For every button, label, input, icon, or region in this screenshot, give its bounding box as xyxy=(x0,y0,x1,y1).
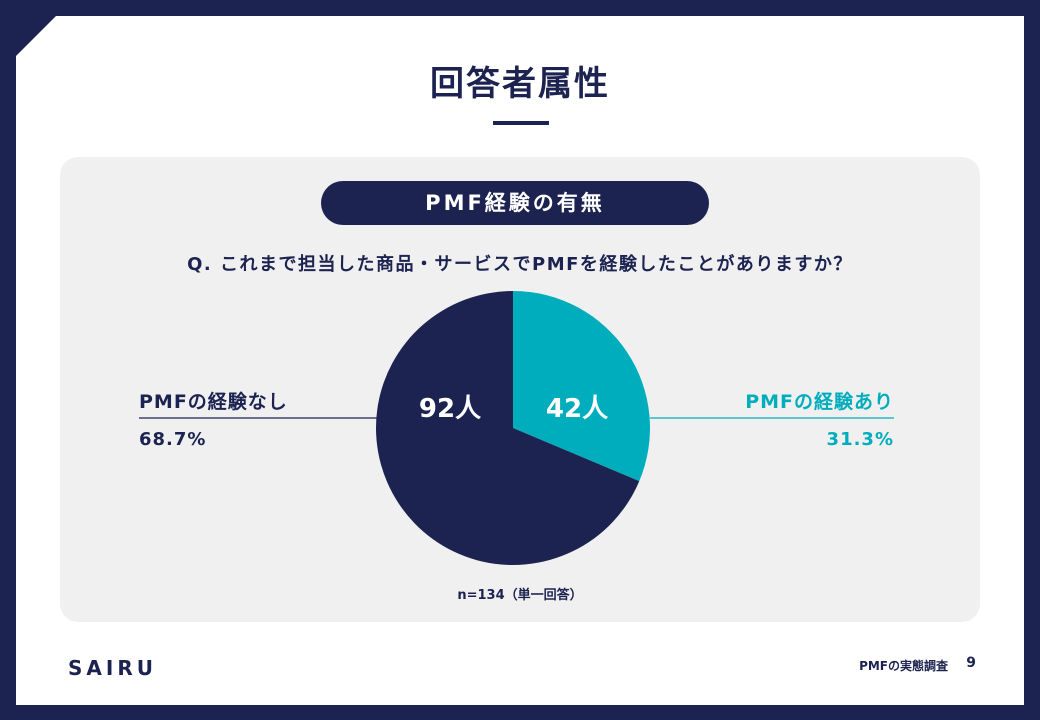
data-label-experience: 42人 xyxy=(546,394,608,424)
page-number: 9 xyxy=(966,655,976,671)
pie-slice-no-experience xyxy=(376,291,640,565)
chart-panel: PMF経験の有無 Q. これまで担当した商品・サービスでPMFを経験したことがあ… xyxy=(60,157,980,622)
page-title: 回答者属性 xyxy=(430,64,610,104)
sample-size-note: n=134（単一回答） xyxy=(457,588,583,603)
survey-question: Q. これまで担当した商品・サービスでPMFを経験したことがありますか？ xyxy=(187,254,853,275)
legend-label-no-experience: PMFの経験なし xyxy=(139,391,288,413)
title-underline xyxy=(493,121,549,125)
footer-doc-title: PMFの実態調査 xyxy=(859,659,948,673)
section-label: PMF経験の有無 xyxy=(321,181,709,225)
percent-label-experience: 31.3% xyxy=(826,429,894,450)
percent-label-no-experience: 68.7% xyxy=(139,429,207,450)
data-label-no-experience: 92人 xyxy=(419,394,481,424)
pie-chart: 92人 42人 xyxy=(139,291,894,565)
slide: 回答者属性 PMF経験の有無 Q. これまで担当した商品・サービスでPMFを経験… xyxy=(16,16,1024,705)
sairu-logo: SAIRU xyxy=(68,656,157,680)
pie-slice-experience xyxy=(513,291,650,482)
legend-label-experience: PMFの経験あり xyxy=(745,391,894,413)
